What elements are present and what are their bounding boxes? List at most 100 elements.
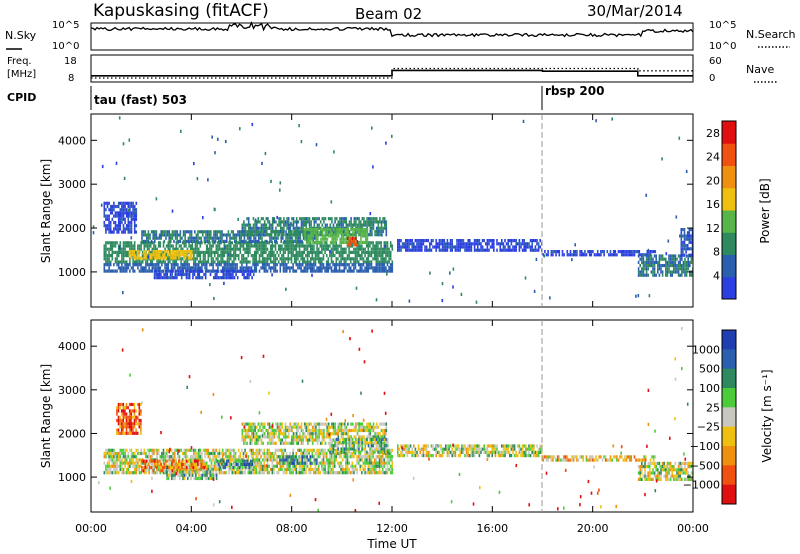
power-cell: [148, 263, 150, 267]
power-cell: [308, 254, 310, 258]
power-cell: [253, 260, 256, 264]
velocity-cell: [316, 471, 318, 475]
nave-label: Nave: [746, 63, 774, 76]
power-cell: [325, 234, 327, 238]
velocity-cell: [204, 451, 206, 456]
power-cell: [188, 269, 191, 273]
power-cell: [215, 263, 218, 267]
power-cell: [305, 260, 307, 264]
power-cell: [231, 260, 234, 264]
power-cell: [163, 250, 166, 254]
power-cell: [352, 234, 354, 238]
power-cell: [119, 250, 122, 254]
power-cell: [325, 266, 328, 270]
power-cell: [561, 253, 564, 257]
power-cell: [242, 257, 245, 261]
velocity-cell: [113, 455, 115, 459]
power-cell: [229, 247, 232, 251]
power-cell: [371, 226, 373, 230]
velocity-cell: [372, 448, 374, 452]
power-cell: [255, 263, 258, 267]
power-cell: [239, 266, 242, 270]
velocity-cell: [133, 455, 136, 459]
power-cell: [266, 263, 269, 267]
power-cell: [381, 233, 383, 237]
velocity-cell: [380, 455, 382, 459]
power-cell: [197, 236, 199, 240]
power-cell: [690, 234, 692, 238]
power-cell: [108, 230, 110, 234]
power-cell: [174, 276, 177, 280]
power-cell: [335, 223, 338, 227]
power-cell: [135, 208, 138, 212]
power-cell: [252, 226, 255, 230]
velocity-cell: [137, 458, 139, 462]
velocity-cell: [316, 467, 318, 472]
power-cell: [388, 260, 390, 264]
power-cell: [385, 223, 388, 227]
power-cell: [488, 248, 490, 252]
power-cell: [140, 266, 142, 270]
power-cell: [351, 240, 354, 244]
power-cell: [348, 269, 350, 273]
velocity-cell: [325, 461, 328, 465]
power-cell: [181, 253, 183, 257]
power-cell: [334, 229, 336, 234]
power-cell: [210, 263, 213, 267]
power-cell: [308, 229, 311, 234]
power-cell: [650, 264, 653, 268]
power-cell: [295, 244, 298, 248]
power-cell: [359, 263, 362, 267]
velocity-cell: [111, 448, 114, 452]
power-cell: [467, 242, 469, 246]
power-cell: [588, 250, 591, 254]
velocity-cell: [326, 428, 328, 433]
velocity-cell: [341, 467, 344, 472]
power-cell: [271, 254, 274, 258]
power-cell: [291, 217, 293, 221]
power-cell: [335, 269, 338, 273]
power-cell: [162, 230, 164, 234]
power-cell: [339, 220, 341, 224]
power-cell: [682, 250, 684, 254]
power-cell: [279, 223, 282, 227]
power-cell: [340, 244, 342, 248]
power-cell: [117, 254, 120, 258]
power-cell: [363, 228, 365, 232]
power-cell: [132, 263, 134, 267]
power-cell: [691, 237, 693, 241]
power-cell: [113, 244, 115, 248]
power-cell: [144, 233, 146, 237]
power-cell: [411, 245, 413, 249]
power-cell: [114, 220, 117, 225]
power-cell: [275, 229, 277, 234]
power-cell: [515, 248, 517, 252]
velocity-cell: [271, 438, 274, 442]
velocity-cell: [291, 428, 293, 433]
power-cell: [332, 269, 334, 273]
power-cell: [154, 239, 156, 243]
power-cell: [253, 250, 256, 254]
power-cell: [370, 263, 373, 267]
power-cell: [132, 244, 134, 248]
power-cell: [425, 248, 428, 252]
power-cell: [293, 239, 295, 243]
power-cell: [677, 273, 680, 277]
power-cell: [445, 245, 447, 249]
power-cell: [332, 250, 334, 254]
power-cell: [285, 239, 287, 243]
velocity-cell: [103, 461, 106, 465]
nsky-trace: [90, 20, 694, 38]
power-cell: [339, 240, 341, 244]
power-cell: [212, 276, 215, 280]
power-cell: [282, 250, 285, 254]
velocity-cell: [259, 438, 261, 442]
power-cell: [234, 263, 237, 267]
power-cell: [122, 224, 125, 228]
velocity-cell: [347, 422, 349, 426]
power-cell: [666, 270, 669, 274]
power-cell: [383, 250, 386, 254]
velocity-cell: [374, 432, 376, 436]
velocity-cell: [356, 438, 359, 442]
power-cell: [152, 236, 154, 240]
